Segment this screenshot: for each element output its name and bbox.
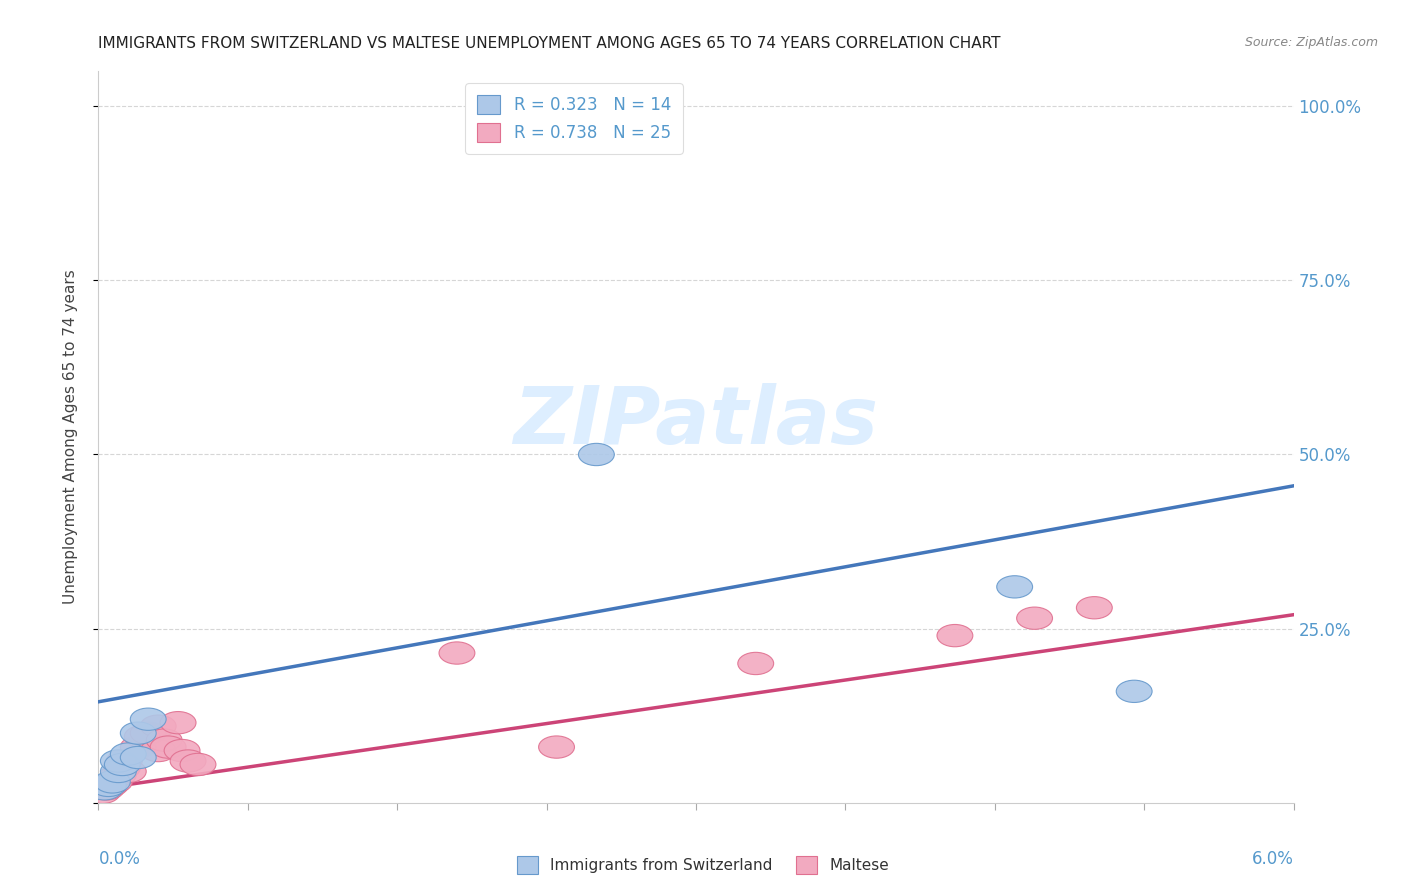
Ellipse shape (93, 774, 128, 797)
Ellipse shape (84, 781, 121, 804)
Ellipse shape (89, 778, 124, 800)
Ellipse shape (100, 764, 136, 786)
Ellipse shape (121, 722, 156, 744)
Ellipse shape (110, 743, 146, 765)
Ellipse shape (997, 575, 1032, 598)
Ellipse shape (578, 443, 614, 466)
Ellipse shape (1077, 597, 1112, 619)
Ellipse shape (121, 736, 156, 758)
Ellipse shape (1116, 681, 1152, 703)
Ellipse shape (90, 774, 127, 797)
Ellipse shape (124, 725, 160, 747)
Legend: Immigrants from Switzerland, Maltese: Immigrants from Switzerland, Maltese (510, 850, 896, 880)
Ellipse shape (160, 712, 195, 734)
Ellipse shape (131, 708, 166, 731)
Ellipse shape (538, 736, 575, 758)
Ellipse shape (131, 722, 166, 744)
Ellipse shape (121, 747, 156, 769)
Legend: R = 0.323   N = 14, R = 0.738   N = 25: R = 0.323 N = 14, R = 0.738 N = 25 (465, 83, 683, 153)
Text: ZIPatlas: ZIPatlas (513, 384, 879, 461)
Ellipse shape (141, 739, 176, 762)
Text: 0.0%: 0.0% (98, 850, 141, 868)
Ellipse shape (100, 760, 136, 782)
Ellipse shape (104, 756, 141, 779)
Ellipse shape (150, 736, 186, 758)
Ellipse shape (1017, 607, 1053, 630)
Ellipse shape (141, 715, 176, 738)
Ellipse shape (936, 624, 973, 647)
Ellipse shape (738, 652, 773, 674)
Ellipse shape (104, 754, 141, 776)
Text: Source: ZipAtlas.com: Source: ZipAtlas.com (1244, 36, 1378, 49)
Ellipse shape (146, 729, 183, 751)
Ellipse shape (180, 754, 217, 776)
Ellipse shape (165, 739, 200, 762)
Ellipse shape (97, 771, 132, 793)
Ellipse shape (100, 750, 136, 772)
Text: IMMIGRANTS FROM SWITZERLAND VS MALTESE UNEMPLOYMENT AMONG AGES 65 TO 74 YEARS CO: IMMIGRANTS FROM SWITZERLAND VS MALTESE U… (98, 36, 1001, 51)
Ellipse shape (94, 771, 131, 793)
Ellipse shape (439, 642, 475, 665)
Ellipse shape (107, 750, 142, 772)
Y-axis label: Unemployment Among Ages 65 to 74 years: Unemployment Among Ages 65 to 74 years (63, 269, 77, 605)
Ellipse shape (87, 778, 122, 800)
Ellipse shape (538, 116, 575, 138)
Ellipse shape (170, 750, 207, 772)
Ellipse shape (110, 760, 146, 782)
Text: 6.0%: 6.0% (1251, 850, 1294, 868)
